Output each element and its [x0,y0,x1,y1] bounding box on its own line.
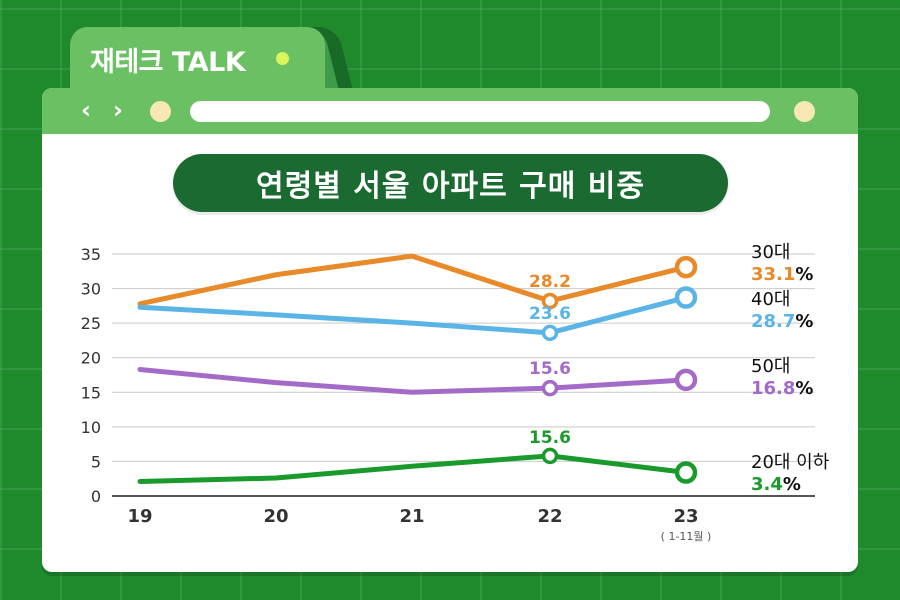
data-label: 15.6 [529,428,571,448]
data-label: 28.2 [529,272,571,292]
series-name-label: 50대 [751,356,790,377]
browser-window: ‹ › 연령별 서울 아파트 구매 비중 [42,88,858,572]
series-name-label: 30대 [751,242,790,263]
series-name-label: 40대 [751,289,790,310]
chart-title: 연령별 서울 아파트 구매 비중 [256,169,645,204]
y-tick-label: 20 [81,349,101,368]
x-tick-label: 21 [399,506,424,527]
y-tick-label: 30 [81,280,101,299]
chart-title-pill: 연령별 서울 아파트 구매 비중 [173,154,728,212]
x-tick-label: 23 [673,506,698,527]
series-name-label: 20대 이하 [751,452,830,473]
x-tick-note: ( 1-11월 ) [661,530,712,543]
browser-toolbar: ‹ › [42,88,858,134]
y-tick-label: 35 [81,245,101,264]
data-point-marker [541,324,559,342]
data-point-marker-end [674,286,698,309]
x-tick-label: 22 [537,506,562,527]
series-line [137,295,689,336]
data-point-marker-end [674,461,698,484]
series-line [137,366,689,395]
data-point-marker [541,379,559,397]
series-end-value: 3.4% [751,474,801,495]
data-point-marker [541,447,559,465]
y-tick-label: 25 [81,314,101,333]
series-end-percent: % [795,264,813,285]
x-tick-label: 20 [263,506,288,527]
y-tick-label: 0 [91,487,101,506]
series-end-percent: % [795,311,813,332]
refresh-circle-icon[interactable] [150,101,171,122]
series-line [137,253,689,307]
series-end-percent: % [795,378,813,399]
y-tick-label: 15 [81,383,101,402]
series-end-percent: % [783,474,801,495]
series-end-value: 16.8% [751,378,813,399]
tab-status-dot [276,52,289,65]
data-label: 15.6 [529,359,571,379]
y-tick-label: 5 [91,452,101,471]
x-tick-label: 19 [127,506,152,527]
back-button[interactable]: ‹ [81,96,91,124]
data-point-marker-end [674,368,698,392]
series-end-value: 33.1% [751,264,813,285]
address-bar[interactable] [190,101,770,122]
y-tick-label: 10 [81,418,101,437]
series-end-value: 28.7% [751,311,813,332]
tab-title: 재테크 TALK [90,47,246,78]
forward-button[interactable]: › [113,96,123,124]
data-point-marker [541,292,559,310]
menu-circle-icon[interactable] [794,101,815,122]
data-point-marker-end [674,255,698,279]
data-label: 23.6 [529,304,571,324]
series-line [137,453,689,484]
